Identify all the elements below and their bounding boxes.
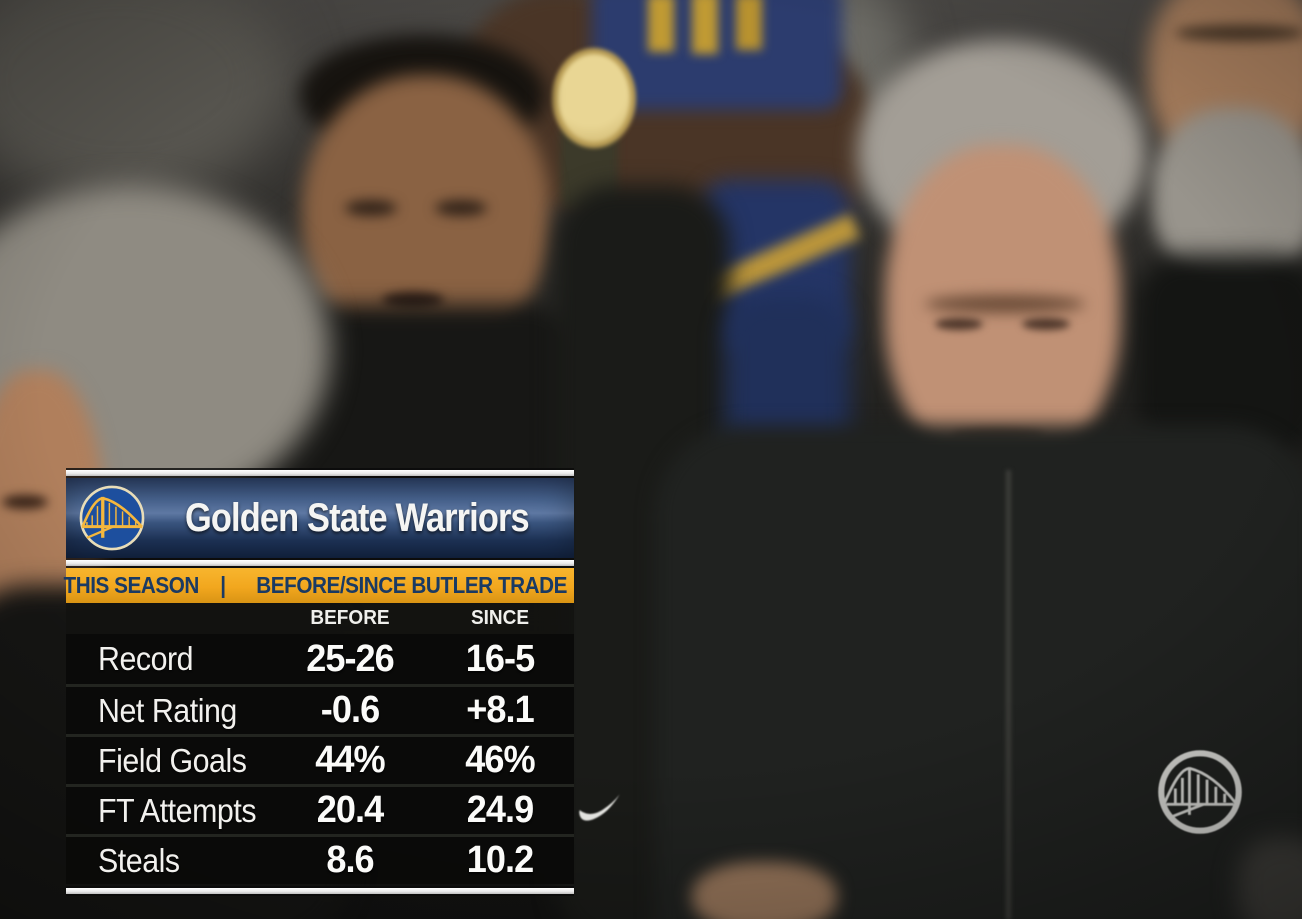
tagline-bar: THIS SEASON | BEFORE/SINCE BUTLER TRADE	[63, 568, 574, 603]
stat-since-value: 46%	[465, 739, 535, 781]
shirt-gold-lettering	[692, 0, 718, 54]
stat-since-value: +8.1	[466, 689, 534, 731]
stat-before-value: 44%	[315, 739, 385, 781]
assistant-coach-eye	[435, 200, 487, 216]
shirt-gold-lettering	[736, 0, 762, 50]
tagline-divider: |	[219, 572, 226, 598]
stat-since-value: 16-5	[465, 637, 535, 680]
stat-label: Field Goals	[98, 741, 247, 779]
stat-row-record: Record 25-26 16-5	[66, 634, 574, 684]
overlay-top-line	[66, 470, 574, 476]
tagline-right: BEFORE/SINCE BUTLER TRADE	[255, 572, 567, 598]
nike-swoosh-icon	[579, 794, 620, 821]
tagline-left: THIS SEASON	[63, 572, 200, 598]
stat-since-value: 10.2	[466, 839, 534, 881]
stat-label: Record	[98, 640, 194, 677]
stat-before-value: 20.4	[316, 789, 384, 831]
shirt-gold-lettering	[648, 0, 674, 52]
bottom-right-blur	[1238, 838, 1302, 919]
gold-watch	[552, 48, 636, 148]
stat-before-value: 25-26	[306, 637, 395, 680]
column-headers: BEFORE SINCE	[66, 603, 574, 634]
head-coach-eye	[1022, 318, 1070, 330]
jacket-zipper	[1006, 470, 1011, 919]
head-coach-jacket	[655, 425, 1302, 919]
team-header-bar: Golden State Warriors	[66, 478, 574, 558]
stat-label: FT Attempts	[98, 791, 257, 829]
column-header-since: SINCE	[470, 607, 530, 629]
stats-table: Record 25-26 16-5 Net Rating -0.6 +8.1 F…	[66, 634, 574, 884]
stat-label: Steals	[98, 841, 180, 879]
team-name: Golden State Warriors	[184, 495, 530, 540]
stat-before-value: 8.6	[326, 839, 374, 881]
bearded-man-jacket	[1135, 255, 1302, 455]
stats-overlay: Golden State Warriors THIS SEASON | BEFO…	[63, 470, 574, 894]
foreground-man-eye	[2, 495, 48, 509]
stat-row-steals: Steals 8.6 10.2	[66, 834, 574, 884]
stat-row-net-rating: Net Rating -0.6 +8.1	[66, 684, 574, 734]
stat-row-field-goals: Field Goals 44% 46%	[66, 734, 574, 784]
overlay-divider-line	[66, 560, 574, 566]
assistant-coach-eye	[345, 200, 397, 216]
bearded-man-gray-beard	[1152, 108, 1302, 283]
warriors-team-logo-icon	[79, 485, 145, 551]
head-coach-eye	[935, 318, 983, 330]
stat-row-ft-attempts: FT Attempts 20.4 24.9	[66, 784, 574, 834]
assistant-coach-mouth	[382, 292, 444, 308]
stat-before-value: -0.6	[320, 689, 380, 731]
stat-label: Net Rating	[98, 691, 237, 729]
bearded-man-brow	[1175, 25, 1302, 41]
overlay-bottom-line	[66, 888, 574, 894]
crossed-hand	[692, 862, 837, 919]
head-coach-brow	[925, 295, 1085, 313]
warriors-jacket-logo-icon	[1158, 750, 1242, 834]
stat-since-value: 24.9	[466, 789, 534, 831]
column-header-before: BEFORE	[310, 607, 390, 629]
